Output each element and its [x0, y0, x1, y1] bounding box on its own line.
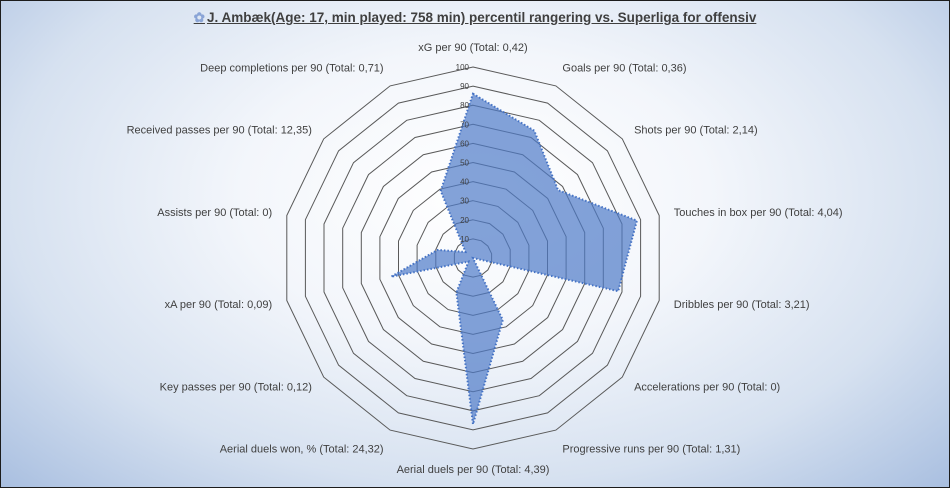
data-area — [390, 92, 639, 425]
axis-label: Accelerations per 90 (Total: 0) — [634, 381, 780, 393]
tick-label-90: 90 — [460, 82, 469, 91]
axis-label: xA per 90 (Total: 0,09) — [165, 299, 273, 311]
axis-label: Received passes per 90 (Total: 12,35) — [127, 125, 312, 137]
grid-ring-100 — [286, 66, 660, 450]
axis-label: Touches in box per 90 (Total: 4,04) — [674, 207, 843, 219]
axis-label: Progressive runs per 90 (Total: 1,31) — [562, 444, 740, 456]
axis-label: Aerial duels won, % (Total: 24,32) — [220, 444, 384, 456]
axis-label: Assists per 90 (Total: 0) — [157, 207, 272, 219]
tick-label-40: 40 — [460, 178, 469, 187]
clover-icon: ✿ — [193, 10, 205, 25]
tick-label-70: 70 — [460, 120, 469, 129]
tick-label-80: 80 — [460, 101, 469, 110]
tick-label-60: 60 — [460, 139, 469, 148]
tick-label-30: 30 — [460, 197, 469, 206]
tick-label-100: 100 — [456, 63, 470, 72]
axis-label: Shots per 90 (Total: 2,14) — [634, 125, 758, 137]
axis-label: Aerial duels per 90 (Total: 4,39) — [397, 464, 550, 476]
axis-label: Goals per 90 (Total: 0,36) — [562, 62, 686, 74]
tick-label-10: 10 — [460, 235, 469, 244]
tick-label-50: 50 — [460, 159, 469, 168]
grid-ring-90 — [304, 85, 642, 431]
axis-label: xG per 90 (Total: 0,42) — [418, 42, 527, 54]
axis-label: Dribbles per 90 (Total: 3,21) — [674, 299, 810, 311]
axis-label: Deep completions per 90 (Total: 0,71) — [200, 62, 383, 74]
chart-title: ✿ J. Ambæk(Age: 17, min played: 758 min) … — [1, 10, 949, 26]
axis-label: Key passes per 90 (Total: 0,12) — [160, 381, 312, 393]
chart-title-text: J. Ambæk(Age: 17, min played: 758 min) p… — [206, 10, 757, 25]
tick-label-20: 20 — [460, 216, 469, 225]
